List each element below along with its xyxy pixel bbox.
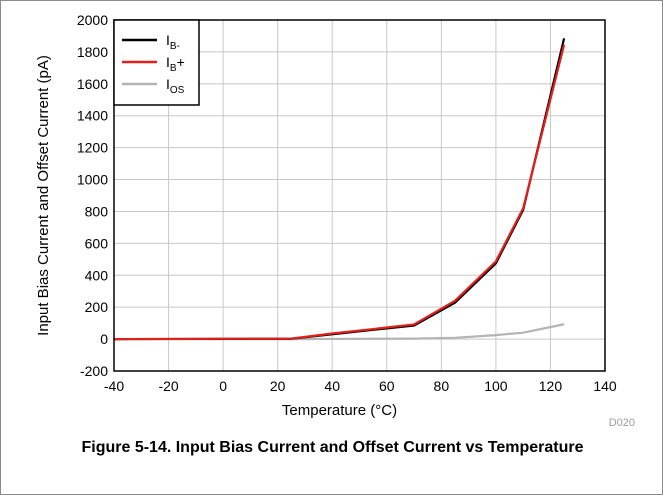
series-layer: [113, 38, 566, 341]
x-tick-label: 120: [539, 378, 563, 394]
x-tick-label: 100: [484, 378, 508, 394]
legend-label: IB+: [166, 54, 185, 74]
series-line-ios: [114, 323, 565, 341]
x-tick-label: 60: [379, 378, 395, 394]
y-tick-label: 1600: [77, 76, 108, 92]
x-tick-label: 40: [324, 378, 340, 394]
x-tick-label: -20: [158, 378, 178, 394]
plot-border: [113, 19, 606, 372]
series-line-ib-: [113, 44, 566, 341]
x-tick-label: 20: [270, 378, 286, 394]
x-tick-label: 140: [593, 378, 617, 394]
x-tick-label: 0: [219, 378, 227, 394]
legend-label: IB-: [166, 32, 180, 52]
y-tick-label: 2000: [77, 12, 108, 28]
x-tick-label: 80: [434, 378, 450, 394]
y-axis-label: Input Bias Current and Offset Current (p…: [35, 55, 52, 336]
y-tick-label: 1800: [77, 44, 108, 60]
y-tick-label: 1400: [77, 108, 108, 124]
tick-labels: -40 -20 0 20 40 60 80 100 120 140-200020040060080…: [77, 12, 617, 394]
y-tick-label: 600: [85, 235, 109, 251]
y-tick-label: 200: [85, 299, 109, 315]
y-tick-label: 400: [85, 267, 109, 283]
legend: IB- IB+ IOS: [113, 19, 200, 106]
legend-label: IOS: [166, 76, 185, 96]
y-tick-label: 800: [85, 203, 109, 219]
x-tick-label: -40: [104, 378, 124, 394]
figure-code: D020: [609, 417, 635, 429]
y-tick-label: -200: [80, 363, 108, 379]
x-axis-label: Temperature (°C): [282, 402, 397, 419]
figure-caption: Figure 5-14. Input Bias Current and Offs…: [81, 439, 584, 456]
chart: -40 -20 0 20 40 60 80 100 120 140-200020040060080…: [35, 12, 635, 429]
y-tick-label: 1200: [77, 140, 108, 156]
y-tick-label: 1000: [77, 172, 108, 188]
y-tick-label: 0: [100, 331, 108, 347]
